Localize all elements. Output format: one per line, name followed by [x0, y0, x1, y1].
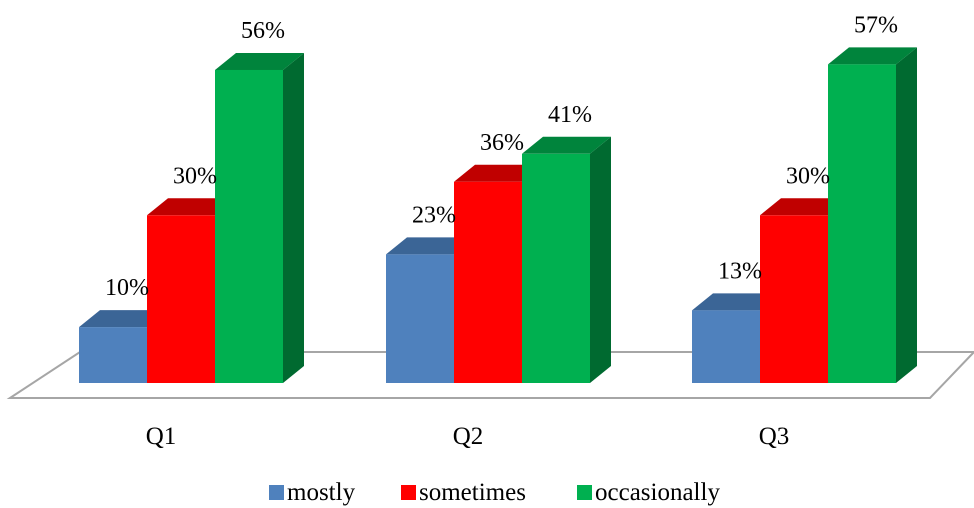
legend-label: occasionally	[595, 479, 720, 506]
bar-top	[760, 198, 849, 216]
legend-label: sometimes	[419, 479, 526, 506]
bar-top	[828, 47, 917, 65]
bar-front	[386, 254, 454, 383]
category-labels: Q1 Q2 Q3	[146, 423, 790, 450]
data-label-occasionally-q1: 56%	[241, 18, 285, 44]
data-label-mostly-q3: 13%	[718, 258, 762, 284]
bar-occasionally-q3	[828, 47, 917, 384]
legend-item-occasionally: occasionally	[577, 479, 720, 506]
bar-top	[454, 164, 543, 182]
bar-front	[454, 181, 522, 383]
bar-top	[79, 310, 168, 328]
bar-front	[79, 327, 147, 383]
data-label-occasionally-q3: 57%	[854, 12, 898, 38]
legend-item-sometimes: sometimes	[401, 479, 526, 506]
bar-occasionally-q2	[522, 136, 611, 383]
bar-front	[692, 310, 760, 383]
data-label-sometimes-q1: 30%	[173, 163, 217, 189]
bar-front	[522, 153, 590, 383]
data-labels: 10% 30% 56% 23% 36% 41% 13% 30% 57%	[105, 12, 898, 301]
category-label-q2: Q2	[453, 423, 484, 450]
bar-side	[590, 136, 611, 383]
legend-swatch	[269, 485, 284, 500]
chart-floor	[6, 351, 974, 399]
data-label-mostly-q1: 10%	[105, 275, 149, 301]
bar-front	[215, 69, 283, 384]
bar-side	[896, 47, 917, 384]
bars	[79, 47, 917, 384]
category-label-q1: Q1	[146, 423, 177, 450]
category-label-q3: Q3	[759, 423, 790, 450]
bar-top	[386, 237, 475, 255]
data-label-mostly-q2: 23%	[412, 202, 456, 228]
bar-top	[147, 198, 236, 216]
legend-swatch	[401, 485, 416, 500]
bar-front	[828, 64, 896, 384]
floor-plane	[6, 351, 974, 399]
legend: mostly sometimes occasionally	[269, 479, 720, 506]
data-label-sometimes-q3: 30%	[786, 163, 830, 189]
legend-item-mostly: mostly	[269, 479, 356, 506]
bar-front	[760, 215, 828, 383]
legend-label: mostly	[287, 479, 356, 506]
bar-top	[522, 136, 611, 154]
bar-top	[215, 52, 304, 70]
bar-side	[283, 52, 304, 384]
legend-swatch	[577, 485, 592, 500]
data-label-sometimes-q2: 36%	[480, 130, 524, 156]
bar-top	[692, 293, 781, 311]
bar-occasionally-q1	[215, 52, 304, 384]
bar-front	[147, 215, 215, 383]
data-label-occasionally-q2: 41%	[548, 102, 592, 128]
